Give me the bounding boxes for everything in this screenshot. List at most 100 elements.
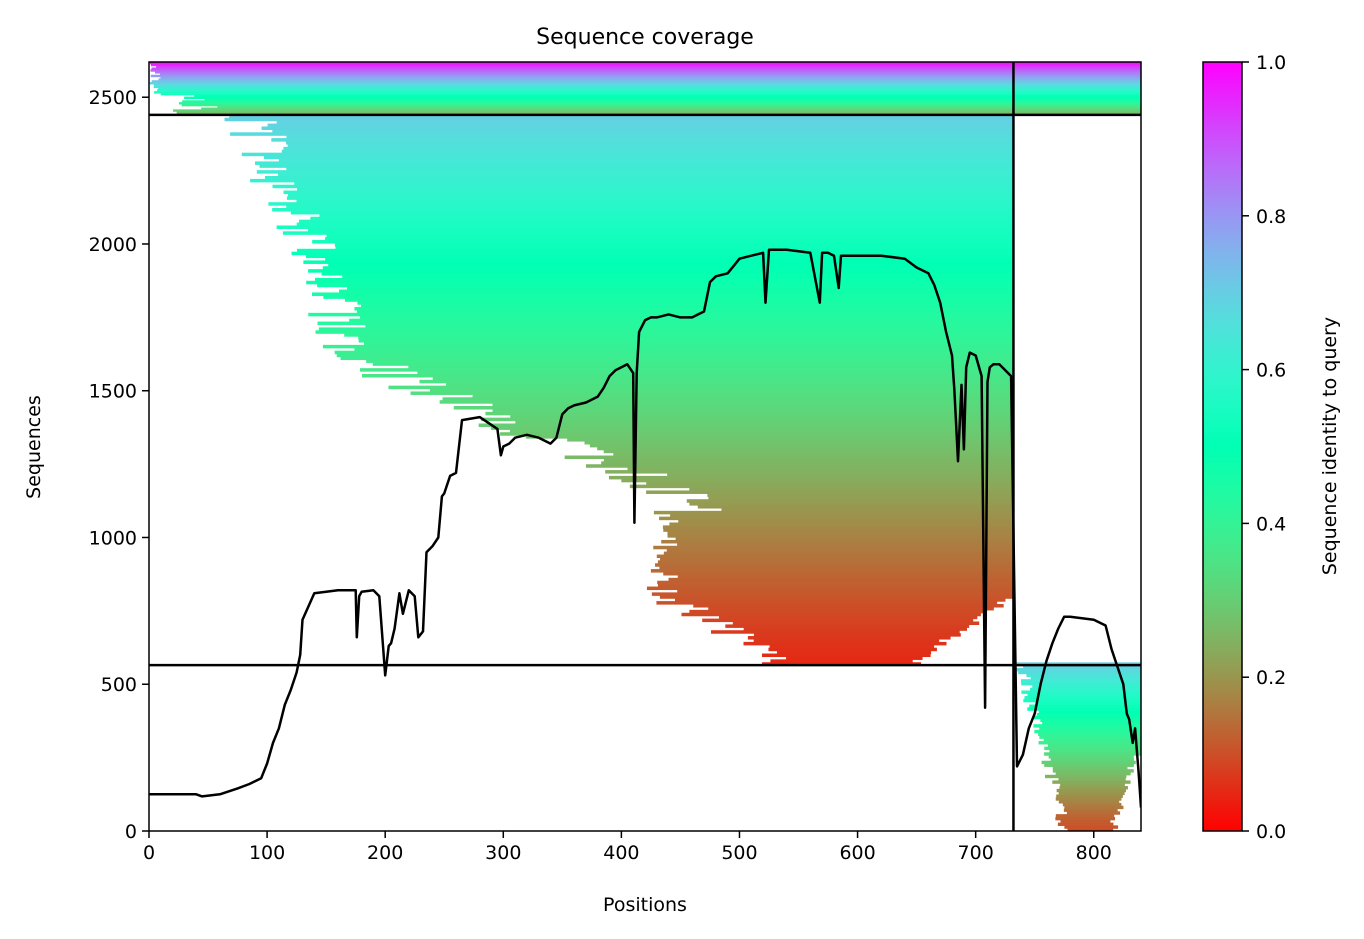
heatmap-row <box>627 467 1014 471</box>
heatmap-row <box>360 304 1014 308</box>
heatmap-row <box>1050 757 1134 762</box>
heatmap-row <box>681 612 981 617</box>
heatmap-row <box>597 446 1014 451</box>
heatmap-row <box>151 80 1141 83</box>
heatmap-row <box>296 222 1014 227</box>
heatmap-row <box>184 96 1141 100</box>
heatmap-row <box>1027 693 1141 697</box>
heatmap-row <box>408 365 1014 369</box>
heatmap-row <box>670 513 1014 518</box>
heatmap-row <box>653 510 1014 515</box>
heatmap-row <box>296 199 1014 203</box>
heatmap-row <box>263 155 1014 160</box>
heatmap-row <box>725 624 970 628</box>
chart-title: Sequence coverage <box>536 25 754 50</box>
y-tick-label: 0 <box>125 821 137 843</box>
heatmap-row <box>272 184 1014 189</box>
heatmap-row <box>1064 825 1119 829</box>
heatmap-row <box>283 190 1014 195</box>
heatmap-row <box>1052 780 1131 784</box>
heatmap-row <box>1038 741 1141 745</box>
heatmap-row <box>1064 805 1124 810</box>
heatmap-row <box>388 385 1014 390</box>
heatmap-row <box>1055 816 1116 821</box>
heatmap-row <box>567 438 1014 442</box>
heatmap-row <box>230 132 1014 136</box>
y-axis-label: Sequences <box>23 395 45 499</box>
heatmap-row <box>666 548 1014 553</box>
heatmap-row <box>1032 684 1141 689</box>
heatmap-row <box>663 551 1014 556</box>
heatmap-row <box>308 269 1014 273</box>
heatmap-row <box>677 542 1014 547</box>
heatmap-row <box>657 580 1014 585</box>
heatmap-row <box>1055 771 1131 776</box>
heatmap-row <box>1030 676 1141 680</box>
heatmap-row <box>1057 822 1114 826</box>
heatmap-row <box>492 403 1014 407</box>
heatmap-row <box>689 487 1014 492</box>
heatmap-row <box>322 344 1014 349</box>
heatmap-row <box>656 554 1014 559</box>
heatmap-row <box>1042 721 1141 725</box>
heatmap-row <box>1029 704 1141 708</box>
heatmap-row <box>178 102 1141 105</box>
heatmap-row <box>564 455 1014 460</box>
heatmap-row <box>271 138 1014 142</box>
heatmap-row <box>659 516 1014 521</box>
x-tick-label: 200 <box>367 842 403 864</box>
heatmap-row <box>158 78 1141 81</box>
heatmap-row <box>306 280 1014 285</box>
heatmap-row <box>268 202 1014 206</box>
heatmap-row <box>609 475 1014 480</box>
heatmap-row <box>659 595 1014 599</box>
heatmap-row <box>1021 690 1141 694</box>
heatmap-row <box>621 478 1014 483</box>
heatmap-row <box>708 496 1014 500</box>
colorbar-ticks: 0.0 0.2 0.4 0.6 0.8 1.0 <box>1242 52 1286 843</box>
heatmap-row <box>674 598 1006 602</box>
heatmap-row <box>753 638 940 643</box>
heatmap-row <box>308 312 1014 317</box>
heatmap-row <box>661 539 1014 544</box>
heatmap-row <box>605 470 1014 474</box>
heatmap-row <box>697 505 1014 509</box>
heatmap-row <box>250 178 1014 183</box>
heatmap-row <box>361 373 1014 378</box>
heatmap-row <box>478 423 1014 427</box>
heatmap-row <box>286 196 1014 200</box>
colorbar-tick-label: 0.8 <box>1256 206 1286 228</box>
heatmap-row <box>500 432 1014 436</box>
heatmap-row <box>217 105 1141 109</box>
heatmap-row <box>708 606 994 611</box>
heatmap-row <box>229 114 1014 119</box>
heatmap-row <box>659 566 1014 570</box>
coverage-heatmap <box>149 62 1141 831</box>
heatmap-row <box>151 63 1141 67</box>
heatmap-row <box>358 339 1014 343</box>
x-tick-label: 400 <box>603 842 639 864</box>
heatmap-row <box>287 143 1014 148</box>
heatmap-row <box>372 362 1014 366</box>
heatmap-row <box>317 283 1014 288</box>
heatmap-row <box>646 490 1014 494</box>
heatmap-row <box>317 321 1014 326</box>
heatmap-row <box>1018 670 1141 675</box>
heatmap-row <box>1052 769 1134 773</box>
heatmap-row <box>290 210 1014 215</box>
heatmap-row <box>1044 752 1141 756</box>
heatmap-row <box>510 429 1014 433</box>
heatmap-row <box>667 472 1014 477</box>
heatmap-row <box>678 519 1014 524</box>
colorbar-tick-label: 0.6 <box>1256 360 1286 382</box>
heatmap-row <box>150 74 1141 78</box>
heatmap-row <box>655 563 1014 567</box>
heatmap-row <box>256 170 1014 174</box>
heatmap-row <box>325 237 1014 241</box>
heatmap-row <box>485 411 1014 416</box>
heatmap-row <box>442 397 1014 401</box>
heatmap-row <box>241 152 1014 157</box>
heatmap-row <box>472 394 1014 398</box>
heatmap-row <box>149 82 1141 85</box>
heatmap-row <box>1039 735 1141 739</box>
